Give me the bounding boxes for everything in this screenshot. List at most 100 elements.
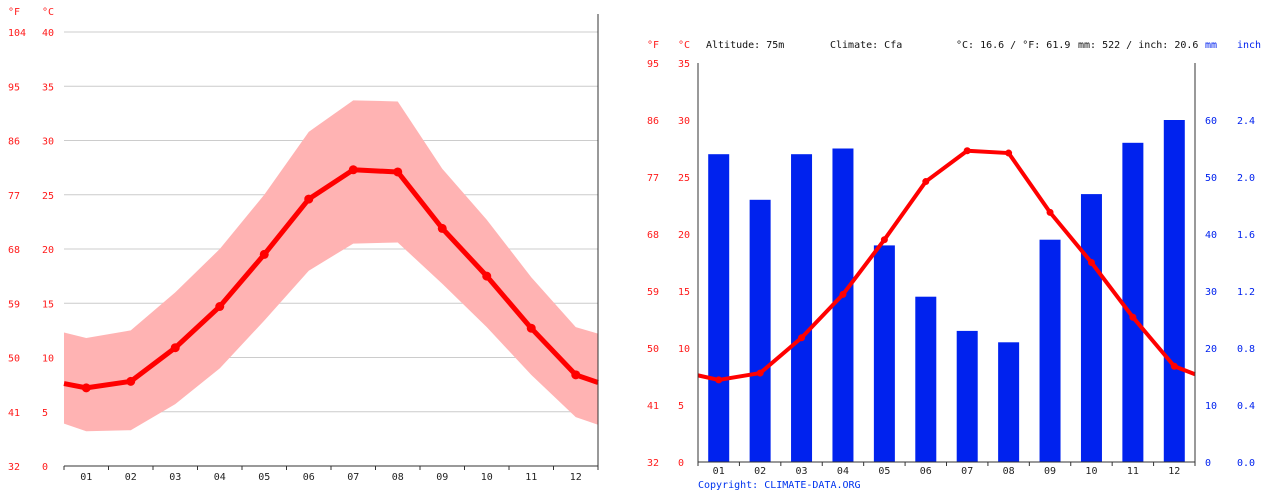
- celsius-tick-label: 40: [42, 28, 54, 39]
- celsius-tick-label: 35: [678, 59, 690, 70]
- inch-tick-label: 2.4: [1237, 116, 1255, 127]
- fahrenheit-tick-label: 41: [647, 401, 659, 412]
- temperature-point: [1170, 362, 1178, 370]
- inch-tick-label: 0.8: [1237, 344, 1255, 355]
- inch-tick-label: 0.4: [1237, 401, 1255, 412]
- precipitation-bar: [915, 296, 937, 462]
- fahrenheit-tick-label: 86: [8, 137, 20, 148]
- temperature-point: [526, 323, 536, 333]
- temperature-point: [1046, 208, 1054, 216]
- month-tick-label: 05: [878, 466, 890, 477]
- fahrenheit-tick-label: 95: [8, 82, 20, 93]
- celsius-tick-label: 5: [678, 401, 684, 412]
- fahrenheit-tick-label: 41: [8, 408, 20, 419]
- temperature-point: [922, 178, 930, 186]
- precipitation-bar: [1039, 239, 1061, 462]
- celsius-tick-label: 5: [42, 408, 48, 419]
- celsius-tick-label: 30: [678, 116, 690, 127]
- mean-temperature-points: [81, 165, 581, 393]
- inch-unit-label: inch: [1237, 40, 1261, 51]
- fahrenheit-tick-label: 68: [647, 230, 659, 241]
- fahrenheit-unit-label: °F: [647, 40, 659, 51]
- right-axis-ticks: 0 32 5 41 10 50 15 59 20 68 25 77 30 86 35 95 0 0.0 10 0.4 2…: [647, 59, 1255, 477]
- mm-unit-label: mm: [1205, 40, 1217, 51]
- celsius-tick-label: 10: [42, 354, 54, 365]
- inch-tick-label: 1.2: [1237, 287, 1255, 298]
- temperature-range-band: [64, 100, 598, 432]
- month-tick-label: 10: [481, 472, 493, 483]
- celsius-tick-label: 20: [42, 245, 54, 256]
- temperature-point: [880, 236, 888, 244]
- average-temperature-label: °C: 16.6 / °F: 61.9: [956, 40, 1070, 51]
- precipitation-bar: [749, 199, 771, 463]
- month-tick-label: 11: [525, 472, 537, 483]
- temperature-point: [571, 370, 581, 380]
- month-tick-label: 06: [303, 472, 315, 483]
- mean-temperature-line: [63, 167, 599, 391]
- temperature-point: [215, 302, 225, 312]
- celsius-tick-label: 15: [678, 287, 690, 298]
- precipitation-bar: [956, 330, 978, 462]
- temperature-point: [839, 290, 847, 298]
- precipitation-bar: [1122, 142, 1144, 463]
- temperature-point: [1129, 313, 1137, 321]
- temperature-chart: 0 32 5 41 10 50 15 59 20 68 25 77 30 86 35 95 40 104 01 02 0…: [8, 7, 599, 483]
- month-tick-label: 08: [392, 472, 404, 483]
- mm-tick-label: 30: [1205, 287, 1217, 298]
- celsius-tick-label: 15: [42, 299, 54, 310]
- temperature-point: [126, 376, 136, 386]
- month-tick-label: 04: [837, 466, 849, 477]
- month-tick-label: 03: [169, 472, 181, 483]
- fahrenheit-tick-label: 59: [647, 287, 659, 298]
- fahrenheit-tick-label: 50: [8, 354, 20, 365]
- month-tick-label: 11: [1127, 466, 1139, 477]
- celsius-tick-label: 30: [42, 137, 54, 148]
- month-tick-label: 12: [1168, 466, 1180, 477]
- precipitation-bar: [1080, 194, 1102, 462]
- temperature-point: [963, 147, 971, 155]
- precipitation-bar: [791, 154, 813, 462]
- inch-tick-label: 2.0: [1237, 173, 1255, 184]
- month-tick-label: 02: [125, 472, 137, 483]
- fahrenheit-tick-label: 68: [8, 245, 20, 256]
- fahrenheit-tick-label: 32: [647, 458, 659, 469]
- temperature-point: [798, 334, 806, 342]
- mm-tick-label: 20: [1205, 344, 1217, 355]
- month-tick-label: 02: [754, 466, 766, 477]
- mm-tick-label: 50: [1205, 173, 1217, 184]
- precipitation-bar: [998, 342, 1020, 462]
- fahrenheit-tick-label: 104: [8, 28, 26, 39]
- temperature-point: [259, 249, 269, 259]
- temperature-points: [715, 147, 1178, 384]
- temperature-point: [304, 194, 314, 204]
- mm-tick-label: 10: [1205, 401, 1217, 412]
- temperature-line: [697, 148, 1196, 382]
- precipitation-bar: [832, 148, 854, 462]
- precipitation-bar: [873, 245, 895, 462]
- celsius-tick-label: 10: [678, 344, 690, 355]
- temperature-point: [437, 223, 447, 233]
- month-tick-label: 10: [1085, 466, 1097, 477]
- month-tick-label: 05: [258, 472, 270, 483]
- temperature-point: [1005, 149, 1013, 157]
- month-tick-label: 04: [214, 472, 226, 483]
- copyright-text: Copyright: CLIMATE-DATA.ORG: [698, 480, 861, 491]
- month-tick-label: 08: [1003, 466, 1015, 477]
- climate-chart: °F °C Altitude: 75m Climate: Cfa °C: 16.…: [647, 40, 1261, 491]
- fahrenheit-tick-label: 95: [647, 59, 659, 70]
- mm-tick-label: 40: [1205, 230, 1217, 241]
- mm-tick-label: 60: [1205, 116, 1217, 127]
- climate-label: Climate: Cfa: [830, 40, 902, 51]
- celsius-tick-label: 35: [42, 82, 54, 93]
- celsius-unit-label: °C: [678, 40, 690, 51]
- celsius-tick-label: 0: [42, 462, 48, 473]
- precipitation-total-label: mm: 522 / inch: 20.6: [1078, 40, 1198, 51]
- temperature-point: [348, 165, 358, 175]
- month-tick-label: 09: [436, 472, 448, 483]
- precipitation-bar: [1163, 120, 1185, 462]
- fahrenheit-tick-label: 59: [8, 299, 20, 310]
- fahrenheit-tick-label: 50: [647, 344, 659, 355]
- month-tick-label: 07: [347, 472, 359, 483]
- month-tick-label: 01: [80, 472, 92, 483]
